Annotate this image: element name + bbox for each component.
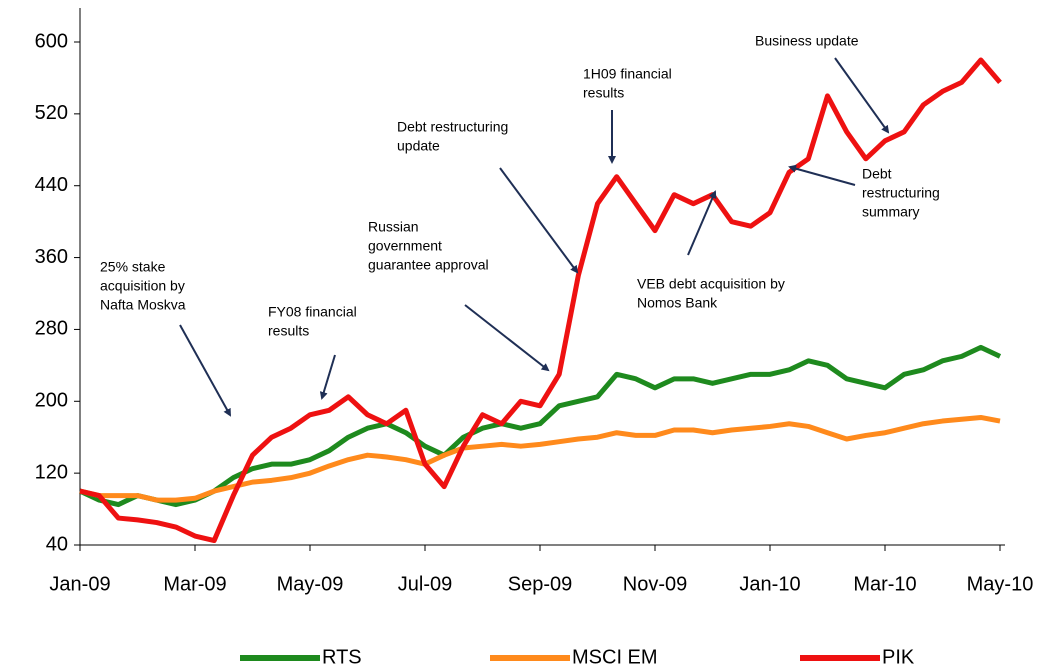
annotation: results: [268, 323, 309, 339]
annotation: acquisition by: [100, 278, 185, 294]
annotation-arrow: [834, 57, 890, 134]
annotation: FY08 financial: [268, 304, 357, 320]
annotation: Nomos Bank: [637, 295, 718, 311]
series-line: [79, 57, 1002, 544]
annotation-arrow: [499, 167, 579, 274]
y-tick-label: 360: [35, 246, 68, 268]
y-tick-label: 440: [35, 174, 68, 196]
x-tick-label: May-10: [967, 573, 1034, 595]
annotation: Nafta Moskva: [100, 297, 186, 313]
annotation: Debt restructuring: [397, 119, 508, 135]
y-tick-label: 120: [35, 461, 68, 483]
annotation-arrow: [319, 354, 336, 400]
annotation: update: [397, 138, 440, 154]
y-tick-label: 280: [35, 318, 68, 340]
x-tick-label: May-09: [277, 573, 344, 595]
x-tick-label: Nov-09: [623, 573, 687, 595]
annotation-arrow: [179, 324, 231, 417]
annotation: 1H09 financial: [583, 66, 672, 82]
series-line: [78, 344, 1002, 508]
annotation-arrow: [788, 164, 856, 186]
annotation: Business update: [755, 33, 859, 49]
y-tick-label: 520: [35, 102, 68, 124]
legend-label: RTS: [322, 646, 362, 668]
annotation: summary: [862, 204, 920, 220]
y-tick-label: 600: [35, 30, 68, 52]
y-tick-label: 200: [35, 390, 68, 412]
x-tick-label: Jul-09: [398, 573, 452, 595]
annotation: Russian: [368, 219, 419, 235]
series-line: [79, 414, 1001, 503]
annotation-arrow: [687, 190, 717, 256]
x-tick-label: Jan-09: [49, 573, 110, 595]
legend-label: MSCI EM: [572, 646, 658, 668]
x-tick-label: Mar-09: [163, 573, 226, 595]
annotation: Debt: [862, 166, 892, 182]
annotation: guarantee approval: [368, 257, 489, 273]
legend-label: PIK: [882, 646, 915, 668]
x-tick-label: Jan-10: [739, 573, 800, 595]
annotation: restructuring: [862, 185, 940, 201]
x-tick-label: Mar-10: [853, 573, 916, 595]
annotation: government: [368, 238, 442, 254]
annotation: VEB debt acquisition by: [637, 276, 785, 292]
annotation-arrow: [464, 304, 550, 372]
annotation: 25% stake: [100, 259, 166, 275]
x-tick-label: Sep-09: [508, 573, 573, 595]
annotation: results: [583, 85, 624, 101]
y-tick-label: 40: [46, 533, 68, 555]
